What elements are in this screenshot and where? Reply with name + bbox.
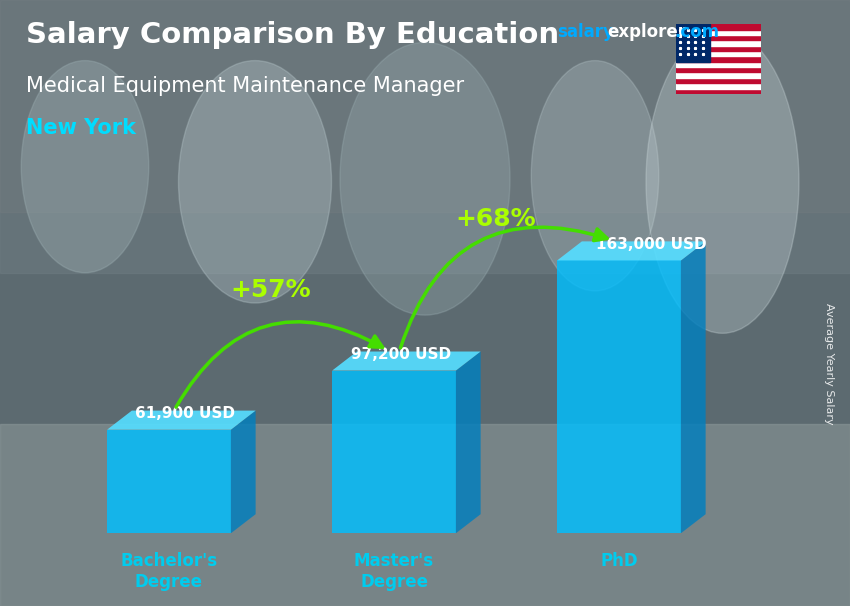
Text: salary: salary [557,23,614,41]
Text: Medical Equipment Maintenance Manager: Medical Equipment Maintenance Manager [26,76,463,96]
Bar [676,24,710,62]
Ellipse shape [178,61,332,303]
Polygon shape [231,411,256,533]
Bar [676,83,761,88]
Bar [332,371,456,533]
Text: Salary Comparison By Education: Salary Comparison By Education [26,21,558,49]
Text: 97,200 USD: 97,200 USD [351,347,451,362]
Text: 163,000 USD: 163,000 USD [597,237,707,252]
Bar [107,430,231,533]
Text: explorer: explorer [608,23,687,41]
Bar [676,67,761,73]
Text: .com: .com [674,23,719,41]
Text: +57%: +57% [230,278,310,302]
Polygon shape [456,351,480,533]
Text: +68%: +68% [455,207,536,231]
Ellipse shape [340,42,510,315]
Ellipse shape [21,61,149,273]
Ellipse shape [531,61,659,291]
Bar [676,41,761,45]
Bar [676,24,761,30]
Bar [676,73,761,78]
Text: Average Yearly Salary: Average Yearly Salary [824,303,834,424]
Bar [676,30,761,35]
Bar [676,56,761,62]
Polygon shape [681,241,706,533]
Text: 61,900 USD: 61,900 USD [135,406,235,421]
Ellipse shape [646,30,799,333]
Polygon shape [557,241,706,261]
Bar [557,261,681,533]
Bar [0,424,850,606]
Bar [676,45,761,51]
Bar [0,0,850,212]
Bar [0,0,850,273]
Bar [676,78,761,83]
Polygon shape [332,351,480,371]
Polygon shape [107,411,256,430]
Bar [676,88,761,94]
Bar [676,35,761,41]
Bar [676,62,761,67]
Text: New York: New York [26,118,135,138]
Bar [676,51,761,56]
